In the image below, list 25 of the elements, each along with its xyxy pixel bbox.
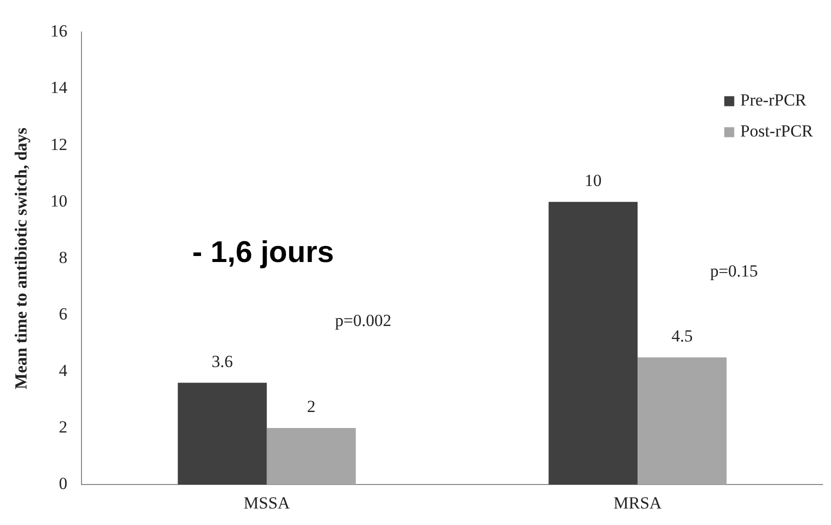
data-label: 3.6 — [212, 352, 233, 371]
y-tick-label: 10 — [50, 191, 68, 210]
bar — [266, 428, 356, 485]
bar — [638, 357, 727, 485]
x-tick-label: MSSA — [244, 493, 291, 512]
data-label: 2 — [307, 397, 316, 416]
y-tick-label: 2 — [58, 418, 68, 437]
y-tick-label: 14 — [50, 78, 68, 98]
y-tick-label: 0 — [58, 474, 68, 494]
y-axis-title: Mean time to antibiotic switch, days — [12, 127, 31, 390]
data-label: 10 — [584, 170, 602, 190]
y-tick-label: 8 — [58, 248, 68, 267]
data-label: 4.5 — [671, 326, 693, 346]
y-tick-label: 12 — [50, 134, 68, 154]
x-tick-label: MRSA — [614, 493, 662, 512]
y-tick-label: 6 — [58, 304, 68, 324]
annotation: p=0.15 — [710, 261, 758, 280]
bar — [548, 202, 638, 485]
legend-label: Pre-rPCR — [740, 90, 808, 110]
bar — [178, 382, 267, 485]
y-tick-label: 4 — [58, 360, 68, 380]
annotation: p=0.002 — [335, 311, 392, 330]
annotation: - 1,6 jours — [192, 236, 334, 270]
y-tick-label: 16 — [50, 22, 68, 41]
legend-label: Post-rPCR — [740, 122, 814, 141]
